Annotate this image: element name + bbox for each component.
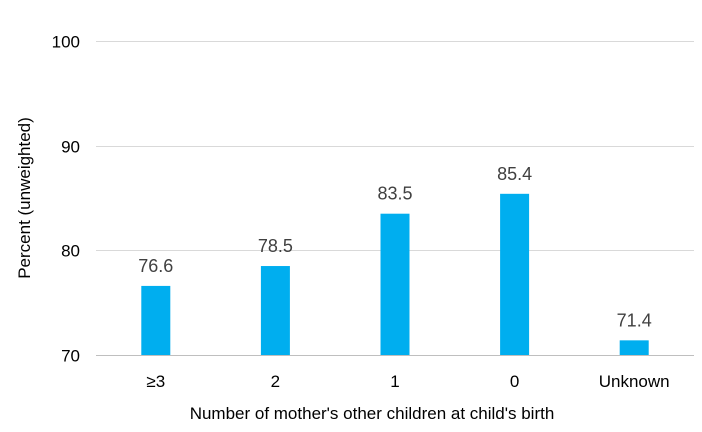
data-labels: 76.6 78.5 83.5 85.4 71.4 xyxy=(138,164,651,331)
y-tick-labels: 70 80 90 100 xyxy=(52,33,80,366)
bar-1 xyxy=(260,266,290,355)
x-tick-label: 1 xyxy=(390,372,399,391)
data-label: 76.6 xyxy=(138,256,173,276)
x-axis-title: Number of mother's other children at chi… xyxy=(190,404,555,423)
bar-3 xyxy=(500,193,530,355)
y-tick-label: 70 xyxy=(61,347,80,366)
x-tick-label: 0 xyxy=(510,372,519,391)
bar-0 xyxy=(141,285,171,355)
y-axis-title: Percent (unweighted) xyxy=(15,117,34,279)
x-tick-labels: ≥3 2 1 0 Unknown xyxy=(146,372,669,391)
data-label: 78.5 xyxy=(258,236,293,256)
bar-2 xyxy=(380,213,410,355)
data-label: 85.4 xyxy=(497,164,532,184)
bar-4 xyxy=(619,340,649,355)
data-label: 83.5 xyxy=(377,184,412,204)
x-tick-label: 2 xyxy=(271,372,280,391)
bars xyxy=(141,193,649,355)
x-tick-label: Unknown xyxy=(599,372,670,391)
gridlines xyxy=(96,41,694,356)
y-tick-label: 90 xyxy=(61,138,80,157)
x-tick-label: ≥3 xyxy=(146,372,165,391)
data-label: 71.4 xyxy=(617,310,652,330)
y-tick-label: 80 xyxy=(61,242,80,261)
y-tick-label: 100 xyxy=(52,33,80,52)
